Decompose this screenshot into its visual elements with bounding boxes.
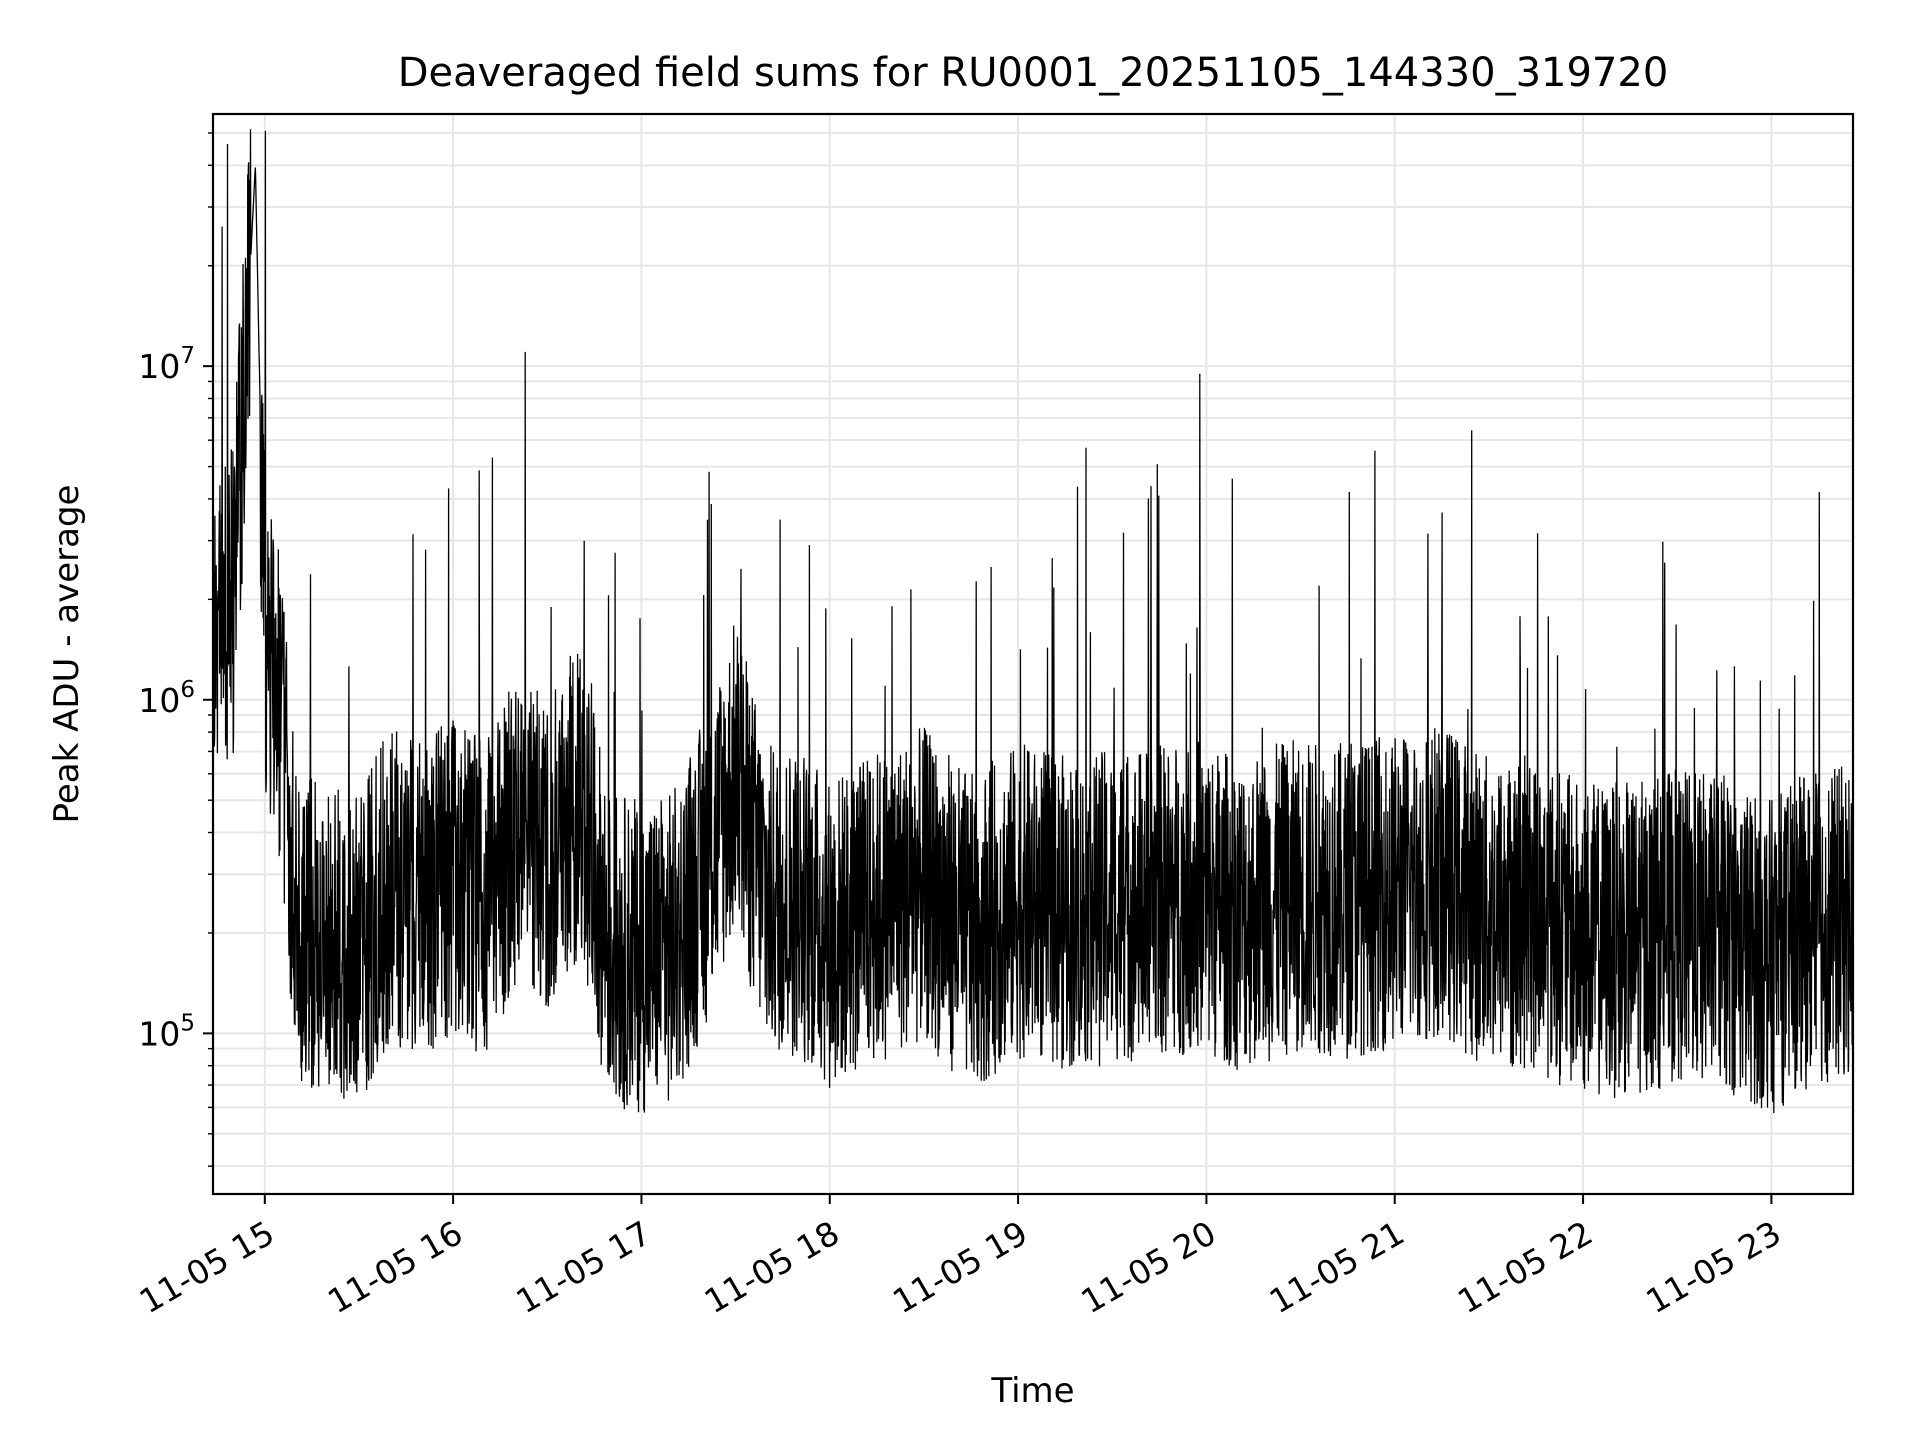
y-tick-label: 107 — [138, 343, 195, 386]
y-tick-label-base: 10 — [138, 1014, 180, 1053]
y-tick-label-exponent: 7 — [180, 343, 195, 369]
series-line — [212, 129, 1854, 1114]
plot-frame — [211, 112, 1855, 1196]
y-tick-label: 105 — [138, 1010, 195, 1053]
x-axis-title: Time — [990, 1371, 1074, 1411]
chart-title: Deaveraged field sums for RU0001_2025110… — [398, 50, 1669, 96]
y-axis-title: Peak ADU - average — [47, 485, 87, 824]
y-tick-label-base: 10 — [138, 681, 180, 720]
y-tick-label-exponent: 6 — [180, 677, 195, 703]
data-series — [212, 129, 1854, 1114]
y-tick-label-exponent: 5 — [180, 1010, 195, 1036]
y-tick-label: 106 — [138, 677, 195, 720]
y-tick-label-base: 10 — [138, 347, 180, 386]
